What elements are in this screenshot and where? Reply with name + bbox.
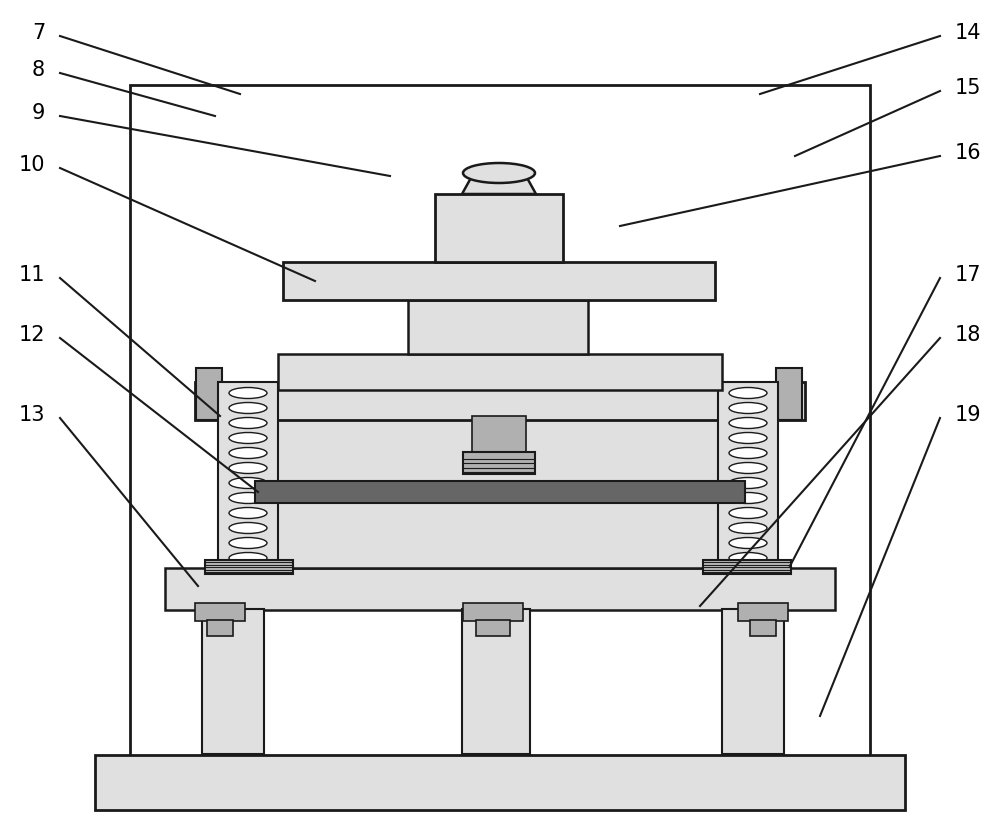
Text: 13: 13 <box>18 405 45 425</box>
Bar <box>463 603 523 621</box>
Bar <box>195 603 245 621</box>
Bar <box>776 368 802 420</box>
Text: 18: 18 <box>955 325 981 345</box>
Ellipse shape <box>729 447 767 458</box>
Text: 9: 9 <box>32 103 45 123</box>
Ellipse shape <box>229 522 267 533</box>
Ellipse shape <box>229 507 267 518</box>
Ellipse shape <box>729 492 767 503</box>
Bar <box>722 609 784 754</box>
Bar <box>218 382 278 568</box>
Text: 10: 10 <box>18 155 45 175</box>
Ellipse shape <box>229 477 267 488</box>
Bar <box>165 568 835 610</box>
Bar <box>207 620 233 636</box>
Ellipse shape <box>229 402 267 414</box>
Text: 8: 8 <box>32 60 45 80</box>
Ellipse shape <box>729 462 767 473</box>
Text: 14: 14 <box>955 23 982 43</box>
Bar <box>750 620 776 636</box>
Ellipse shape <box>229 553 267 563</box>
Bar <box>435 194 563 262</box>
Bar <box>195 382 805 420</box>
Bar <box>462 609 530 754</box>
Ellipse shape <box>229 388 267 399</box>
Ellipse shape <box>729 522 767 533</box>
Text: 17: 17 <box>955 265 982 285</box>
Bar <box>255 481 745 503</box>
Ellipse shape <box>729 553 767 563</box>
Text: 7: 7 <box>32 23 45 43</box>
Ellipse shape <box>229 492 267 503</box>
Ellipse shape <box>729 477 767 488</box>
Bar <box>408 300 588 354</box>
Text: 12: 12 <box>18 325 45 345</box>
Bar <box>472 416 526 456</box>
Bar <box>703 560 791 574</box>
Text: 16: 16 <box>955 143 982 163</box>
Ellipse shape <box>229 447 267 458</box>
Bar <box>476 620 510 636</box>
Ellipse shape <box>729 432 767 444</box>
Ellipse shape <box>729 538 767 548</box>
Ellipse shape <box>729 388 767 399</box>
Bar <box>196 368 222 420</box>
Ellipse shape <box>229 417 267 429</box>
Bar <box>205 560 293 574</box>
Ellipse shape <box>463 163 535 183</box>
Polygon shape <box>462 176 536 194</box>
Text: 19: 19 <box>955 405 982 425</box>
Bar <box>463 452 535 474</box>
Bar <box>718 382 778 568</box>
Ellipse shape <box>729 417 767 429</box>
Ellipse shape <box>229 462 267 473</box>
Bar <box>95 755 905 810</box>
Bar <box>202 609 264 754</box>
Text: 11: 11 <box>18 265 45 285</box>
Ellipse shape <box>729 507 767 518</box>
Ellipse shape <box>729 402 767 414</box>
Bar <box>130 85 870 760</box>
Text: 15: 15 <box>955 78 982 98</box>
Bar <box>738 603 788 621</box>
Bar <box>278 354 722 390</box>
Ellipse shape <box>229 538 267 548</box>
Ellipse shape <box>229 432 267 444</box>
Bar <box>273 390 727 568</box>
Bar <box>283 262 715 300</box>
